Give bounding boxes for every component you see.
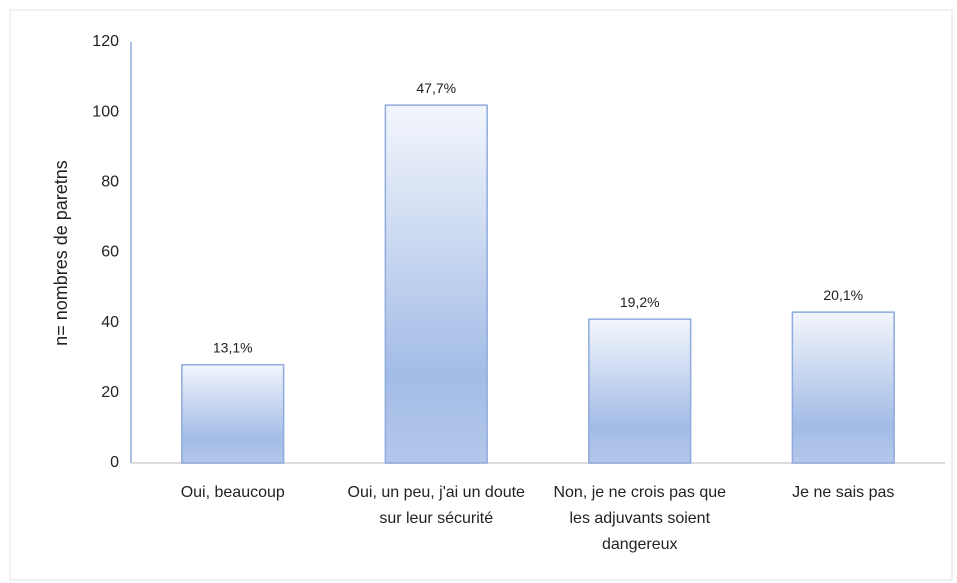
y-axis-label: n= nombres de paretns xyxy=(51,160,71,346)
y-tick-label: 80 xyxy=(101,174,119,191)
x-tick-label: Oui, un peu, j'ai un doute sur leur sécu… xyxy=(347,484,525,527)
bar xyxy=(588,318,692,464)
bar xyxy=(384,104,488,464)
frame xyxy=(9,9,953,581)
value-label: 19,2% xyxy=(620,294,660,310)
y-tick-label: 20 xyxy=(101,384,119,401)
value-label: 20,1% xyxy=(823,287,863,303)
y-tick-label: 120 xyxy=(92,33,119,50)
y-tick-label: 100 xyxy=(92,103,119,120)
y-tick-label: 40 xyxy=(101,314,119,331)
bar xyxy=(181,364,285,464)
y-tick-label: 60 xyxy=(101,244,119,261)
x-tick-label: Oui, beaucoup xyxy=(180,484,285,501)
value-label: 47,7% xyxy=(416,80,456,96)
value-label: 13,1% xyxy=(213,339,253,355)
y-tick-label: 0 xyxy=(110,454,119,471)
x-tick-label: Non, je ne crois pas que les adjuvants s… xyxy=(553,484,727,553)
x-tick-label: Je ne sais pas xyxy=(792,484,895,501)
bar xyxy=(791,311,895,464)
